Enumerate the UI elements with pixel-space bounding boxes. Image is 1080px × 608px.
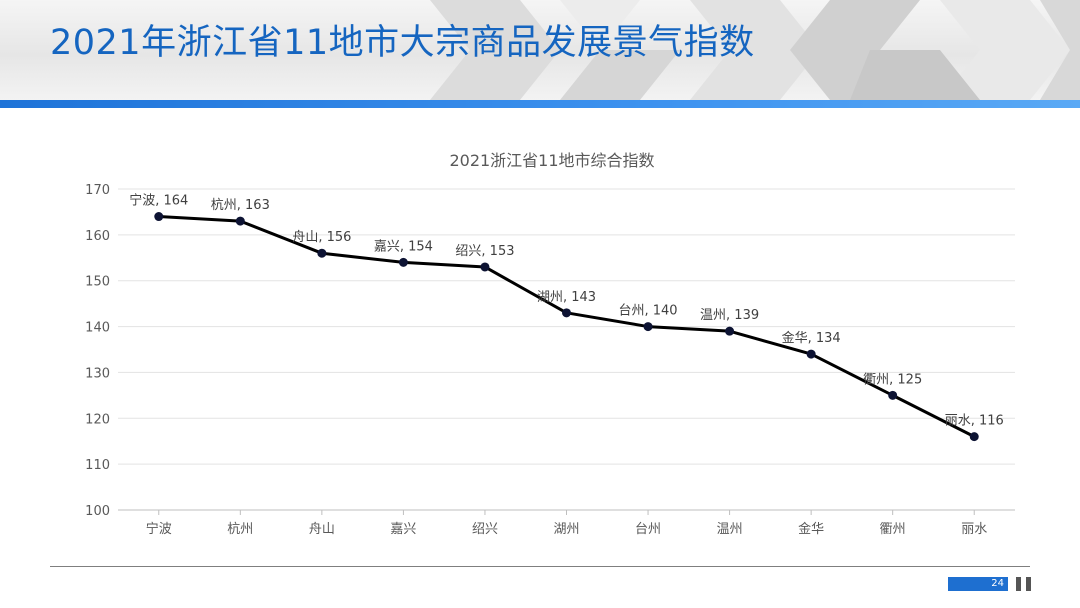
data-label: 丽水, 116 [945, 414, 1004, 429]
header-banner: 2021年浙江省11地市大宗商品发展景气指数 [0, 0, 1080, 100]
data-label: 嘉兴, 154 [374, 239, 433, 254]
data-label: 杭州, 163 [211, 198, 270, 213]
x-tick-label: 温州 [717, 522, 743, 537]
data-point [154, 212, 164, 222]
x-tick-label: 绍兴 [472, 522, 498, 537]
x-tick-label: 宁波 [146, 521, 172, 537]
data-point [398, 257, 408, 267]
hexagon-pattern [430, 0, 1080, 100]
footer-bar-1 [1016, 577, 1021, 591]
data-point [562, 308, 571, 318]
slide-title: 2021年浙江省11地市大宗商品发展景气指数 [50, 23, 755, 63]
data-point [725, 326, 735, 336]
data-point [888, 390, 898, 400]
page-number: 24 [948, 577, 1008, 591]
x-tick-label: 台州 [635, 522, 661, 537]
data-point [480, 262, 490, 272]
y-tick-label: 170 [85, 183, 110, 198]
y-tick-label: 120 [85, 412, 110, 427]
data-point [806, 349, 816, 359]
chart-title: 2021浙江省11地市综合指数 [449, 151, 654, 170]
y-tick-label: 130 [85, 366, 110, 381]
line-chart: 2021浙江省11地市综合指数 100 110 120 130 140 150 160 170 宁… [85, 151, 1015, 537]
data-label: 湖州, 143 [537, 290, 596, 305]
footer-divider [50, 566, 1030, 567]
data-label: 衢州, 125 [863, 372, 922, 387]
data-label: 绍兴, 153 [455, 244, 514, 259]
x-tick-label: 嘉兴 [390, 522, 416, 537]
y-tick-label: 150 [85, 275, 110, 290]
header-stripe [0, 100, 1080, 108]
data-label: 舟山, 156 [292, 230, 351, 245]
x-tick-label: 衢州 [880, 522, 906, 537]
x-tick-label: 舟山 [309, 522, 335, 537]
data-point [235, 216, 245, 226]
data-label: 温州, 139 [700, 308, 759, 323]
data-label: 宁波, 164 [129, 193, 188, 209]
data-label: 台州, 140 [619, 304, 678, 319]
x-tick-label: 杭州 [227, 522, 253, 537]
data-point [643, 322, 653, 332]
y-tick-label: 110 [85, 458, 110, 473]
footer-bar-2 [1026, 577, 1031, 591]
y-tick-label: 160 [85, 229, 110, 244]
data-point [969, 432, 979, 442]
data-point [317, 248, 327, 258]
y-tick-label: 140 [85, 321, 110, 336]
x-tick-label: 丽水 [961, 522, 987, 537]
x-tick-label: 金华 [798, 521, 824, 537]
x-tick-label: 湖州 [553, 522, 579, 537]
data-label: 金华, 134 [782, 330, 841, 346]
y-tick-label: 100 [85, 504, 110, 519]
